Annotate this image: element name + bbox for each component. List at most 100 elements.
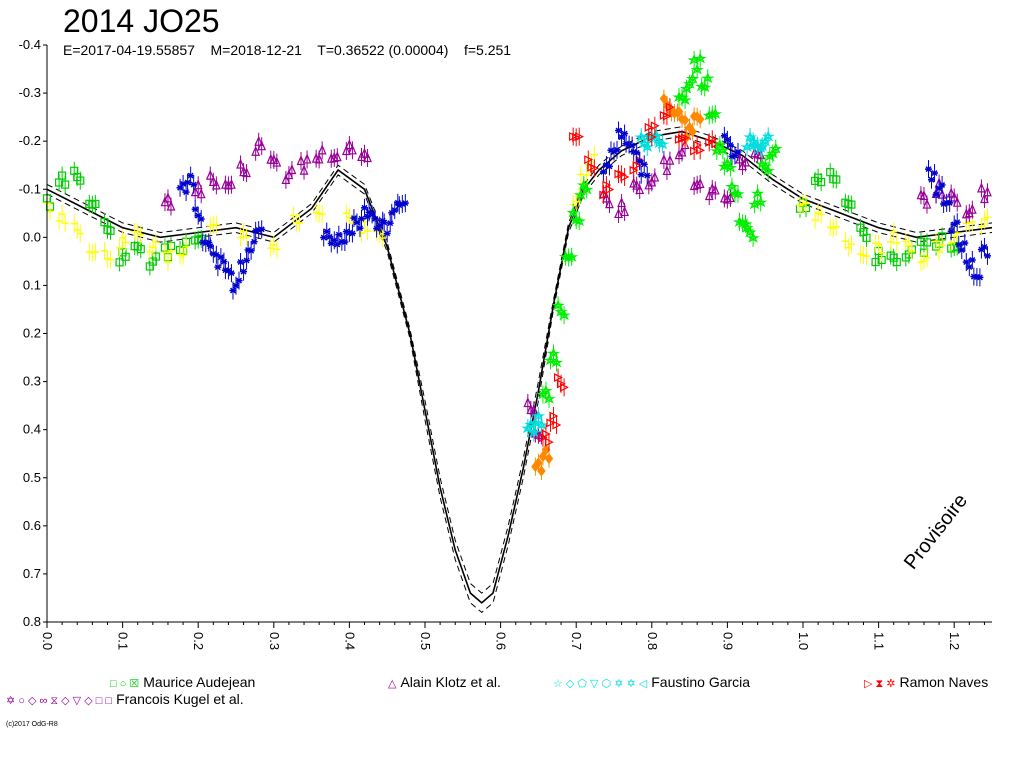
data-point [383,224,391,243]
data-point [872,234,880,253]
data-point [746,228,760,247]
data-point [258,220,266,239]
y-tick-label: -0.1 [19,181,41,196]
data-point [237,252,245,271]
data-point [832,170,841,189]
data-point [55,211,63,230]
data-point [863,247,871,266]
data-point [106,221,115,240]
data-point [847,235,855,254]
axes-group: -0.4 -0.3 -0.2 -0.1 0.0 0.1 0.2 0.3 0.4 0.5 0.6 0.7… [19,37,992,650]
data-point [976,179,986,198]
data-point [119,228,127,247]
data-point [761,161,776,180]
data-point [537,461,546,480]
data-point [961,233,969,252]
data-point [859,246,867,265]
data-point [220,175,230,194]
data-point [376,216,384,235]
data-point [613,140,621,159]
data-point [931,164,939,183]
data-point [817,205,825,224]
data-point [976,268,984,287]
data-point [983,208,991,227]
data-point [710,181,720,200]
data-point [368,205,376,224]
data-point [716,141,730,160]
data-point [549,353,564,372]
data-point [862,228,871,247]
data-point [690,60,704,79]
lightcurve-chart: -0.4 -0.3 -0.2 -0.1 0.0 0.1 0.2 0.3 0.4 0.5 0.6 0.7… [19,37,993,650]
y-tick-label: 0.7 [23,566,41,581]
data-point [958,241,966,260]
data-point [905,236,913,255]
data-point [844,238,852,257]
data-point [58,205,66,224]
data-point [814,204,822,223]
data-point [534,453,543,472]
data-point [707,180,717,199]
data-point [811,211,819,230]
data-point [719,189,729,208]
data-point [287,160,297,179]
data-point [211,176,221,195]
credit-text: (c)2017 OdG-R8 [6,721,58,728]
data-point [373,219,381,238]
data-point [647,127,657,146]
data-point [704,186,714,205]
data-point [350,209,358,228]
x-tick-label: 0.2 [191,632,206,650]
data-point [167,241,175,260]
y-tick-label: 0.2 [23,326,41,341]
legend-symbols: ☆ ◇ ⬠ ▽ ⬡ ✡ ✡ ◁ [553,678,648,690]
data-point [610,142,618,161]
data-point [76,224,84,243]
data-point [878,243,886,262]
data-point [938,175,946,194]
data-point [799,194,807,213]
data-point [312,203,320,222]
data-point [965,258,973,277]
data-point [311,149,321,168]
x-tick-label: 0.9 [720,632,735,650]
data-point [856,245,864,264]
data-point [137,225,145,244]
data-point [579,180,594,199]
data-point [134,223,142,242]
data-point [357,209,365,228]
data-point [166,197,176,216]
data-point [318,205,326,224]
data-point [85,242,93,261]
legend-label: Francois Kugel et al. [116,691,244,707]
data-point [332,148,342,167]
data-point [980,210,988,229]
data-point [527,423,541,442]
data-point [893,233,901,252]
data-point [289,206,297,225]
data-point [243,227,251,246]
data-point [179,246,187,265]
data-point [348,224,356,243]
x-tick-label: 0.4 [342,632,357,650]
data-point [662,161,672,180]
data-point [726,135,734,154]
data-point [182,183,190,202]
data-point [700,69,715,88]
data-point [239,163,248,182]
y-tick-label: 0.4 [23,422,41,437]
data-point [257,137,267,156]
y-tick-label: 0.6 [23,518,41,533]
data-point [164,252,172,271]
data-point [633,143,641,162]
data-point [695,110,705,129]
data-point [731,184,745,203]
data-point [391,201,399,220]
data-point [847,195,856,214]
data-point [688,122,697,141]
data-point [217,248,225,267]
data-points-group [42,49,992,480]
data-point [923,248,931,267]
data-point [692,175,702,194]
data-point [341,142,351,161]
